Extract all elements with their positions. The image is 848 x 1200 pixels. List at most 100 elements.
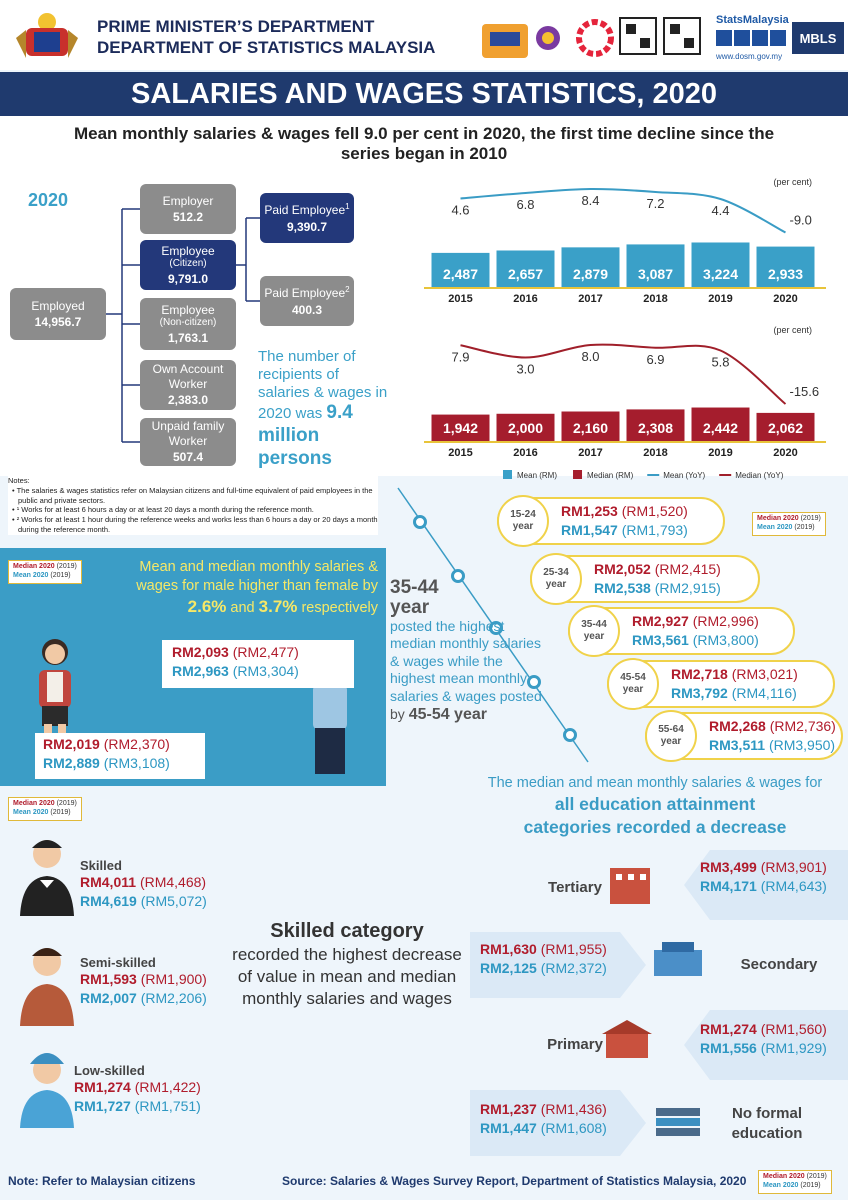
bar-label: 2,062 (768, 420, 803, 436)
age-note: 35-44 year posted the highest median mon… (390, 578, 550, 725)
median-value: RM4,011 (80, 874, 137, 890)
median-previous: (RM2,370) (103, 736, 170, 752)
yoy-label: 5.8 (711, 355, 729, 370)
mean-previous: (RM3,304) (232, 662, 299, 679)
mean-value: RM1,556 (700, 1039, 757, 1056)
age-node (489, 621, 503, 635)
key-median-prev: (2019) (800, 515, 821, 522)
education-values: RM1,237 (RM1,436) RM1,447 (RM1,608) (480, 1100, 607, 1138)
education-values: RM3,499 (RM3,901) RM4,171 (RM4,643) (700, 858, 827, 896)
yoy-label: 7.2 (646, 196, 664, 211)
mean-line: RM3,511 (RM3,950) (709, 736, 841, 755)
mean-value: RM1,547 (561, 521, 618, 538)
bar-label: 2,879 (573, 266, 608, 282)
yoy-label: 7.9 (451, 349, 469, 364)
subtitle: Mean monthly salaries & wages fell 9.0 p… (73, 124, 775, 164)
tree-node: Employed 14,956.7 (10, 288, 106, 340)
recipients-note: The number of recipients of salaries & w… (258, 348, 388, 470)
mean-previous: (RM4,116) (731, 684, 797, 701)
partner-logos (482, 17, 701, 58)
median-previous: (RM1,520) (621, 503, 688, 519)
tree-node: Own Account Worker 2,383.0 (140, 360, 236, 410)
mean-line: RM3,561 (RM3,800) (632, 631, 793, 650)
median-previous: (RM1,900) (140, 971, 207, 987)
skill-label: Semi-skilled (80, 955, 156, 970)
node-label-text: Employer (162, 193, 214, 208)
mean-previous: (RM1,608) (540, 1119, 607, 1136)
key-median: Median 2020 (2019) (763, 1173, 827, 1182)
age-highlight: 35-44 year (390, 577, 439, 618)
crest (16, 13, 78, 58)
median-previous: (RM1,436) (540, 1101, 607, 1117)
node-value: 507.4 (172, 450, 204, 465)
key-mean-prev: (2019) (800, 1181, 821, 1189)
age-label: 25-34 year (530, 553, 582, 605)
key: Median 2020 (2019) Mean 2020 (2019) (8, 560, 82, 584)
mean-previous: (RM2,915) (654, 579, 721, 596)
footer-source: Source: Salaries & Wages Survey Report, … (282, 1174, 747, 1188)
node-qualifier: (Citizen) (169, 258, 207, 269)
median-previous: (RM1,560) (760, 1021, 827, 1037)
education-values: RM1,630 (RM1,955) RM2,125 (RM2,372) (480, 940, 607, 978)
brand: StatsMalaysia (716, 14, 789, 26)
x-tick-label: 2020 (773, 293, 797, 305)
median-line: RM2,019 (RM2,370) (43, 735, 197, 754)
mean-line: RM2,125 (RM2,372) (480, 959, 607, 978)
building-icons (602, 868, 702, 1136)
median-line: RM1,274 (RM1,422) (74, 1078, 201, 1097)
age-label: 15-24 year (497, 495, 549, 547)
node-value: 9,791.0 (167, 272, 209, 286)
notes: Notes: • The salaries & wages statistics… (8, 476, 378, 535)
mean-line: RM4,619 (RM5,072) (80, 892, 207, 911)
note-item: • The salaries & wages statistics refer … (12, 485, 373, 505)
median-line: RM2,718 (RM3,021) (671, 665, 833, 684)
bar-label: 2,442 (703, 420, 738, 436)
median-previous: (RM3,021) (731, 666, 798, 682)
bar (626, 244, 685, 288)
key-mean-label: Mean 2020 (13, 808, 49, 816)
bar (561, 247, 620, 288)
recipients-text: The number of recipients of salaries & w… (258, 348, 388, 422)
bar (431, 252, 490, 288)
node-label-text: Unpaid family Worker (151, 419, 225, 448)
median-value: RM1,274 (700, 1021, 757, 1037)
ministry: PRIME MINISTER’S DEPARTMENT (97, 17, 375, 36)
website: www.dosm.gov.my (716, 52, 783, 61)
age-text: posted the highest median monthly salari… (390, 617, 542, 704)
skill-group: Semi-skilled RM1,593 (RM1,900) RM2,007 (RM… (80, 955, 207, 1008)
x-tick-label: 2018 (643, 447, 667, 459)
skill-note: Skilled category recorded the highest de… (232, 918, 462, 1010)
mean-value: RM1,727 (74, 1097, 131, 1114)
bar-label: 2,308 (638, 420, 673, 436)
node-value: 512.2 (172, 210, 204, 224)
mean-value: RM4,619 (80, 892, 137, 909)
x-tick-label: 2016 (513, 447, 537, 459)
median-value: RM1,253 (561, 503, 618, 519)
node-label: Own Account Worker (140, 362, 236, 391)
median-value: RM1,237 (480, 1101, 537, 1117)
x-tick-label: 2018 (643, 293, 667, 305)
median-value: RM1,630 (480, 941, 537, 957)
key-median: Median 2020 (2019) (757, 515, 821, 524)
yoy-line (460, 187, 786, 234)
age-by: by (390, 706, 405, 723)
x-tick-label: 2015 (448, 447, 472, 459)
bar-label: 1,942 (443, 420, 478, 436)
median-line: RM2,093 (RM2,477) (172, 643, 344, 662)
legend-label: Mean (RM) (517, 471, 557, 480)
mean-line: RM1,547 (RM1,793) (561, 521, 723, 540)
mean-line: RM2,538 (RM2,915) (594, 579, 758, 598)
mean-value: RM3,792 (671, 684, 728, 701)
median-value: RM3,499 (700, 859, 757, 875)
bar (496, 250, 555, 288)
mean-line: RM1,447 (RM1,608) (480, 1119, 607, 1138)
node-label: Employer (140, 194, 236, 208)
median-previous: (RM2,736) (769, 718, 836, 734)
yoy-label: 6.8 (516, 197, 534, 212)
node-value: 2,383.0 (167, 393, 209, 408)
bar-label: 3,087 (638, 266, 673, 282)
mean-previous: (RM1,929) (760, 1039, 827, 1056)
median-previous: (RM2,415) (654, 561, 721, 577)
badge: MBLS (792, 22, 844, 54)
key: Median 2020 (2019) Mean 2020 (2019) (752, 512, 826, 536)
